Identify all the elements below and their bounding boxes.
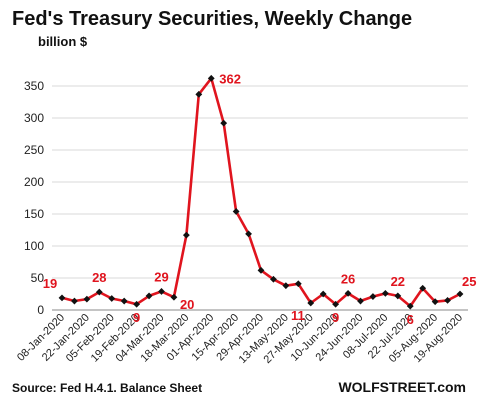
data-label: 28: [92, 270, 106, 285]
data-markers: [58, 74, 464, 310]
data-point: [58, 294, 66, 302]
data-point: [170, 293, 178, 301]
data-point: [245, 230, 252, 238]
y-tick-label: 250: [24, 143, 44, 157]
data-point: [232, 208, 240, 215]
unit-label: billion $: [38, 34, 88, 49]
data-point: [294, 280, 302, 288]
data-point: [282, 282, 290, 290]
data-label: 20: [180, 297, 194, 312]
data-label: 26: [341, 271, 355, 286]
data-point: [332, 300, 340, 308]
data-point: [456, 290, 464, 298]
y-tick-label: 100: [24, 239, 44, 253]
data-point: [319, 290, 327, 298]
data-point: [83, 295, 91, 303]
data-point: [270, 275, 277, 283]
data-point: [444, 297, 451, 304]
data-point: [307, 299, 315, 307]
data-point: [381, 289, 389, 297]
data-point: [357, 297, 364, 305]
data-label: 29: [154, 269, 168, 284]
data-point: [120, 297, 128, 305]
y-tick-label: 350: [24, 79, 44, 93]
data-point: [145, 292, 153, 300]
chart-title: Fed's Treasury Securities, Weekly Change: [12, 8, 412, 30]
x-axis-ticks: 08-Jan-202022-Jan-202005-Feb-202019-Feb-…: [15, 312, 465, 366]
data-point: [406, 302, 414, 310]
data-label: 25: [462, 274, 476, 289]
data-point: [95, 288, 103, 296]
data-point: [344, 289, 352, 297]
data-point: [182, 231, 190, 239]
source-note: Source: Fed H.4.1. Balance Sheet: [12, 381, 202, 395]
gridlines: [52, 85, 468, 279]
data-point: [195, 90, 203, 98]
data-point: [108, 295, 116, 302]
data-point: [220, 119, 228, 127]
data-point: [257, 266, 265, 274]
data-point: [419, 284, 427, 292]
data-label: 6: [407, 312, 414, 327]
y-tick-label: 200: [24, 175, 44, 189]
data-label: 9: [332, 310, 339, 325]
data-label: 11: [291, 308, 305, 323]
data-point: [158, 288, 165, 295]
data-point: [133, 300, 141, 308]
data-label: 22: [391, 274, 405, 289]
data-point: [207, 74, 215, 82]
y-axis-ticks: 0 50 100 150 200 250 300 350: [24, 79, 44, 317]
data-point: [71, 297, 78, 305]
y-tick-label: 300: [24, 111, 44, 125]
data-label: 9: [133, 310, 140, 325]
data-point: [394, 292, 402, 300]
y-tick-label: 0: [37, 303, 44, 317]
data-labels: 19 28 9 29 20 362 11 9 26 22 6 25: [43, 71, 477, 327]
data-point: [431, 298, 439, 306]
y-tick-label: 150: [24, 207, 44, 221]
data-label: 19: [43, 276, 57, 291]
brand-logo: WOLFSTREET.com: [338, 379, 466, 395]
data-point: [369, 293, 377, 300]
y-tick-label: 50: [31, 271, 45, 285]
data-label: 362: [219, 71, 241, 86]
